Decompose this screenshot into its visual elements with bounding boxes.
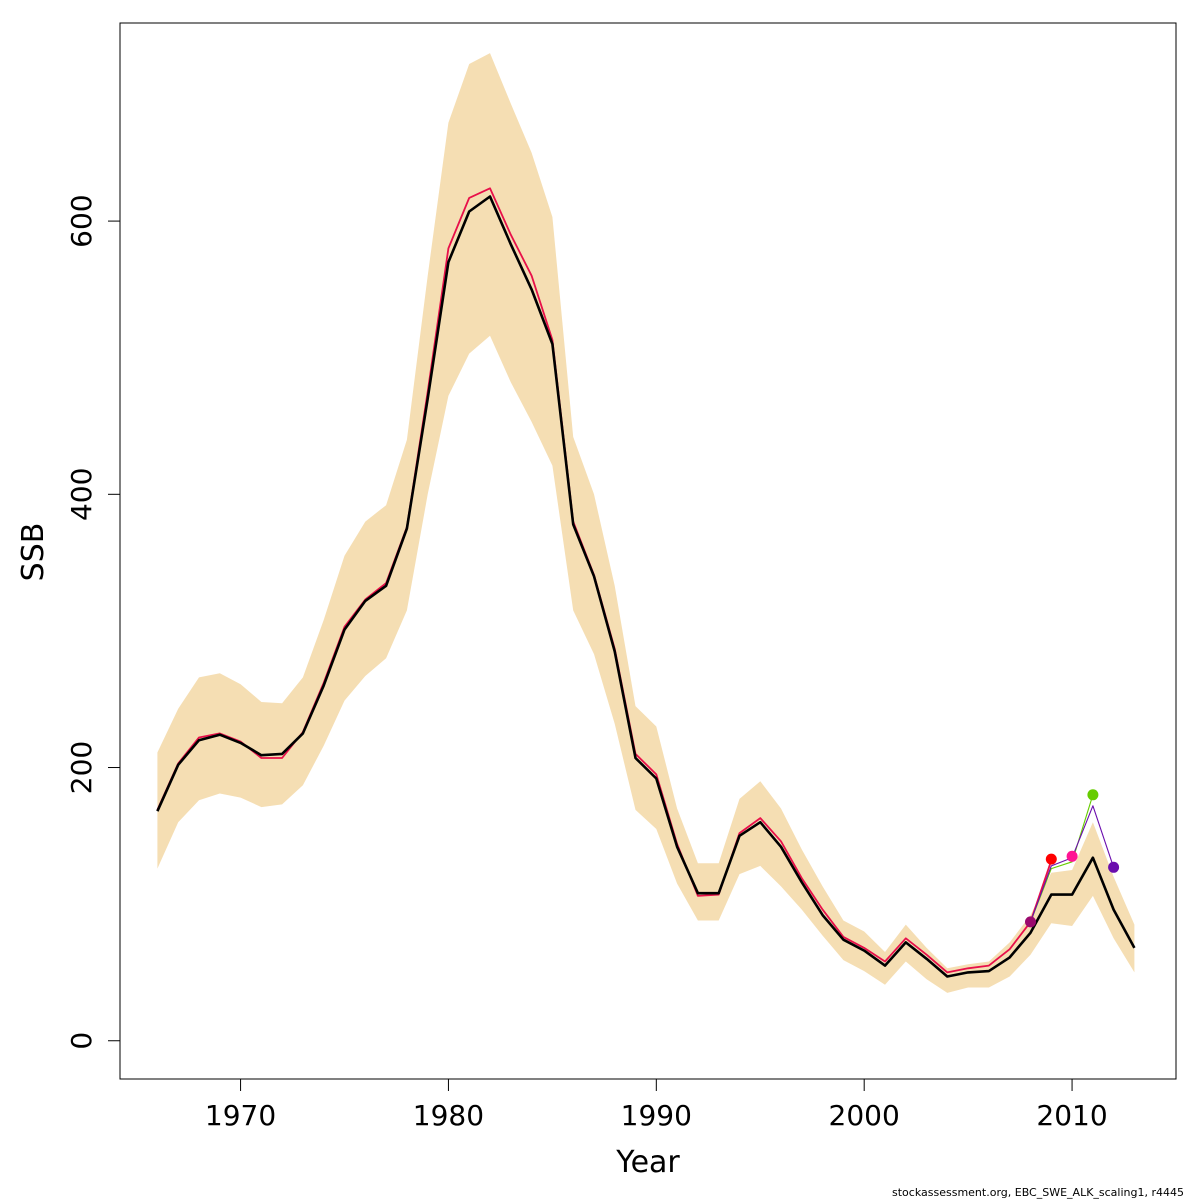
confidence-band-layer bbox=[157, 53, 1135, 993]
endpoint-marker-2010 bbox=[1066, 850, 1078, 862]
x-tick-label: 2000 bbox=[829, 1099, 900, 1132]
series-line-ssb-estimate bbox=[156, 195, 1136, 978]
x-tick-label: 1980 bbox=[413, 1099, 484, 1132]
confidence-band bbox=[157, 53, 1135, 993]
endpoint-marker-2011 bbox=[1087, 789, 1099, 801]
x-tick-label: 1990 bbox=[621, 1099, 692, 1132]
endpoint-marker-2008 bbox=[1025, 916, 1036, 928]
y-tick-label: 400 bbox=[65, 468, 98, 521]
x-tick-label: 1970 bbox=[205, 1099, 276, 1132]
y-tick-label: 200 bbox=[65, 741, 98, 794]
endpoint-marker-2009 bbox=[1045, 853, 1057, 865]
series-lines-layer bbox=[156, 187, 1136, 978]
endpoint-marker-2012 bbox=[1108, 861, 1120, 873]
x-axis: 1970 1980 1990 2000 2010 bbox=[205, 1078, 1108, 1132]
y-axis: 0 200 400 600 bbox=[65, 194, 121, 1050]
x-axis-title: Year bbox=[615, 1145, 680, 1180]
footer-credit: stockassessment.org, EBC_SWE_ALK_scaling… bbox=[892, 1186, 1184, 1199]
y-tick-label: 600 bbox=[65, 194, 98, 247]
y-axis-title: SSB bbox=[16, 523, 51, 582]
x-tick-label: 2010 bbox=[1036, 1099, 1107, 1132]
y-tick-label: 0 bbox=[65, 1032, 98, 1050]
points-layer bbox=[1025, 789, 1120, 928]
